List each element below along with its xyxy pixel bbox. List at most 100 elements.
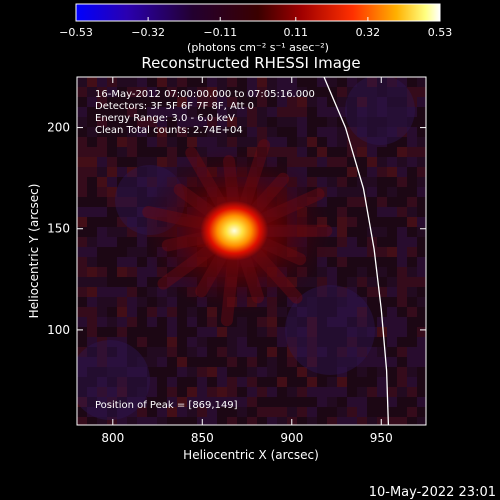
heatmap-cell	[367, 237, 377, 247]
heatmap-cell	[367, 167, 377, 177]
heatmap-cell	[347, 397, 357, 407]
heatmap-cell	[97, 227, 107, 237]
heatmap-cell	[97, 337, 107, 347]
heatmap-cell	[377, 287, 387, 297]
heatmap-cell	[227, 137, 237, 147]
heatmap-cell	[307, 317, 317, 327]
colorbar-tick-label: −0.53	[59, 26, 93, 39]
heatmap-cell	[107, 337, 117, 347]
heatmap-cell	[227, 97, 237, 107]
solar-limb-curve	[323, 77, 390, 425]
heatmap-cell	[337, 257, 347, 267]
heatmap-cell	[127, 367, 137, 377]
heatmap-cell	[377, 357, 387, 367]
heatmap-cell	[187, 347, 197, 357]
x-tick-label: 900	[280, 431, 303, 445]
heatmap-cell	[107, 227, 117, 237]
heatmap-cell	[417, 77, 426, 87]
heatmap-cell	[357, 137, 367, 147]
heatmap-cell	[277, 107, 287, 117]
heatmap-cell	[337, 357, 347, 367]
heatmap-cell	[377, 227, 387, 237]
heatmap-cell	[247, 137, 257, 147]
heatmap-cell	[117, 227, 127, 237]
heatmap-cell	[137, 267, 147, 277]
heatmap-cell	[287, 147, 297, 157]
heatmap-cell	[357, 347, 367, 357]
heatmap-cell	[207, 367, 217, 377]
heatmap-cell	[177, 77, 187, 87]
heatmap-cell	[397, 327, 407, 337]
heatmap-cell	[357, 277, 367, 287]
heatmap-cell	[357, 97, 367, 107]
heatmap-cell	[277, 327, 287, 337]
heatmap-cell	[317, 77, 327, 87]
x-tick-label: 950	[370, 431, 393, 445]
heatmap-cell	[127, 227, 137, 237]
heatmap-cell	[327, 227, 337, 237]
heatmap-cell	[387, 247, 397, 257]
heatmap-cell	[107, 237, 117, 247]
heatmap-cell	[167, 157, 177, 167]
heatmap-low-region	[285, 285, 375, 375]
heatmap-cell	[407, 387, 417, 397]
heatmap-cell	[347, 187, 357, 197]
heatmap-cell	[87, 237, 97, 247]
heatmap-cell	[147, 137, 157, 147]
x-tick-label: 800	[101, 431, 124, 445]
heatmap-cell	[77, 77, 87, 87]
heatmap-cell	[397, 297, 407, 307]
heatmap-cell	[247, 387, 257, 397]
heatmap-cell	[87, 257, 97, 267]
heatmap-cell	[347, 337, 357, 347]
heatmap-cell	[387, 337, 397, 347]
heatmap-cell	[247, 77, 257, 87]
heatmap-cell	[387, 277, 397, 287]
heatmap-cell	[277, 307, 287, 317]
heatmap-cell	[127, 87, 137, 97]
heatmap-cell	[407, 157, 417, 167]
heatmap-cell	[117, 407, 127, 417]
heatmap-cell	[87, 287, 97, 297]
heatmap-cell	[397, 167, 407, 177]
info-annotation-line: Energy Range: 3.0 - 6.0 keV	[95, 113, 235, 124]
axis-ticks: 800 850 900 950 100 150 200	[47, 77, 426, 445]
heatmap-cell	[137, 127, 147, 137]
heatmap-cell	[387, 307, 397, 317]
heatmap-cell	[77, 267, 87, 277]
heatmap-cell	[367, 247, 377, 257]
heatmap-cell	[357, 147, 367, 157]
heatmap-cell	[347, 77, 357, 87]
heatmap-cell	[167, 377, 177, 387]
heatmap-cell	[227, 377, 237, 387]
heatmap-cell	[297, 117, 307, 127]
heatmap-cell	[77, 177, 87, 187]
heatmap-cell	[387, 417, 397, 425]
heatmap-cell	[127, 407, 137, 417]
heatmap-cell	[387, 327, 397, 337]
heatmap-cell	[117, 307, 127, 317]
heatmap-cell	[197, 137, 207, 147]
heatmap-cell	[297, 387, 307, 397]
heatmap-cell	[347, 147, 357, 157]
heatmap-cell	[107, 297, 117, 307]
heatmap-cell	[417, 267, 426, 277]
heatmap-cell	[137, 417, 147, 425]
heatmap-cell	[97, 147, 107, 157]
heatmap-cell	[287, 337, 297, 347]
heatmap-cell	[187, 337, 197, 347]
heatmap-cell	[347, 247, 357, 257]
heatmap-cell	[367, 187, 377, 197]
x-axis-label: Heliocentric X (arcsec)	[183, 448, 319, 462]
heatmap-cell	[87, 297, 97, 307]
heatmap-cell	[247, 397, 257, 407]
heatmap-cell	[367, 387, 377, 397]
heatmap-cell	[87, 327, 97, 337]
heatmap-cell	[357, 267, 367, 277]
heatmap-cell	[87, 407, 97, 417]
heatmap-cell	[77, 257, 87, 267]
heatmap-cell	[257, 117, 267, 127]
heatmap-cell	[387, 157, 397, 167]
heatmap-cell	[367, 327, 377, 337]
heatmap-cell	[417, 337, 426, 347]
